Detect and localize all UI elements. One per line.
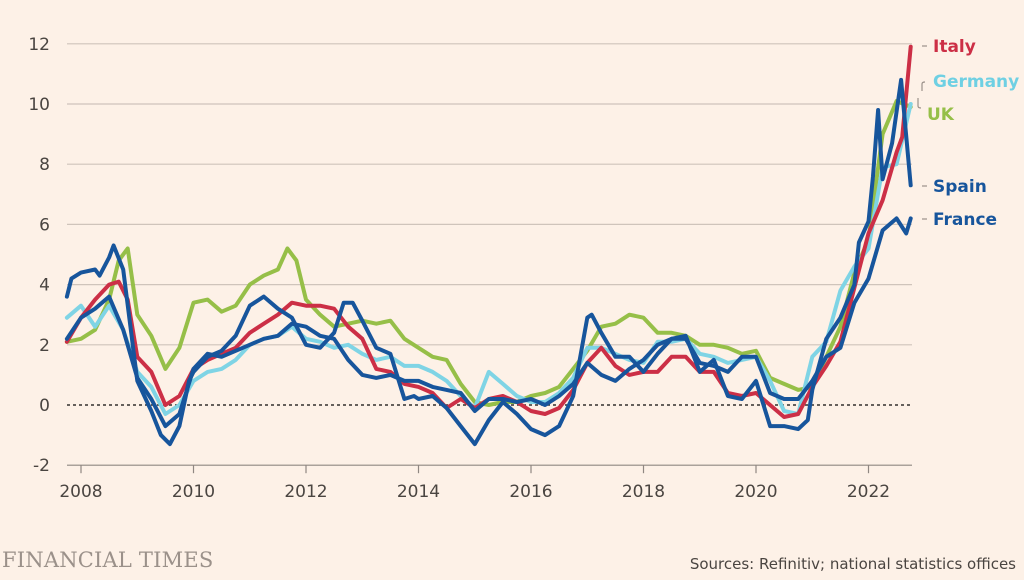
y-tick-label: 8 <box>39 155 50 175</box>
series-line-france <box>64 216 913 429</box>
legend-label-spain: Spain <box>933 177 987 197</box>
y-axis-tick-labels: 12 10 8 6 4 2 0 -2 <box>28 35 50 476</box>
series-line-italy <box>64 44 913 419</box>
x-tick-label: 2012 <box>284 482 327 502</box>
y-tick-label: 10 <box>28 95 50 115</box>
x-axis: 2008 2010 2012 2014 2016 2018 2020 2022 <box>59 465 890 502</box>
x-tick-label: 2010 <box>172 482 215 502</box>
series-lines <box>64 44 913 447</box>
legend-label-germany: Germany <box>933 72 1019 92</box>
legend-label-france: France <box>933 210 997 230</box>
legend-label-uk: UK <box>927 105 955 125</box>
gridlines <box>67 43 912 466</box>
y-tick-label: 4 <box>39 276 50 296</box>
y-tick-label: 0 <box>39 396 50 416</box>
x-tick-label: 2018 <box>622 482 665 502</box>
series-line-germany <box>64 102 913 416</box>
y-tick-label: -2 <box>33 456 50 476</box>
legend-label-italy: Italy <box>933 37 976 57</box>
y-tick-label: 2 <box>39 336 50 356</box>
x-tick-label: 2008 <box>59 482 102 502</box>
x-tick-label: 2016 <box>509 482 552 502</box>
publisher-logo: FINANCIAL TIMES <box>2 548 214 572</box>
x-tick-label: 2022 <box>847 482 890 502</box>
series-line-uk <box>64 99 913 407</box>
legend-labels: Italy Germany UK Spain France <box>917 37 1019 230</box>
y-tick-label: 12 <box>28 35 50 55</box>
source-note: Sources: Refinitiv; national statistics … <box>689 555 1016 573</box>
legend-connector-uk <box>917 98 922 109</box>
x-tick-label: 2020 <box>734 482 777 502</box>
x-tick-label: 2014 <box>397 482 440 502</box>
series-line-spain <box>64 77 913 447</box>
y-tick-label: 6 <box>39 215 50 235</box>
legend-connector-germany <box>921 81 926 91</box>
